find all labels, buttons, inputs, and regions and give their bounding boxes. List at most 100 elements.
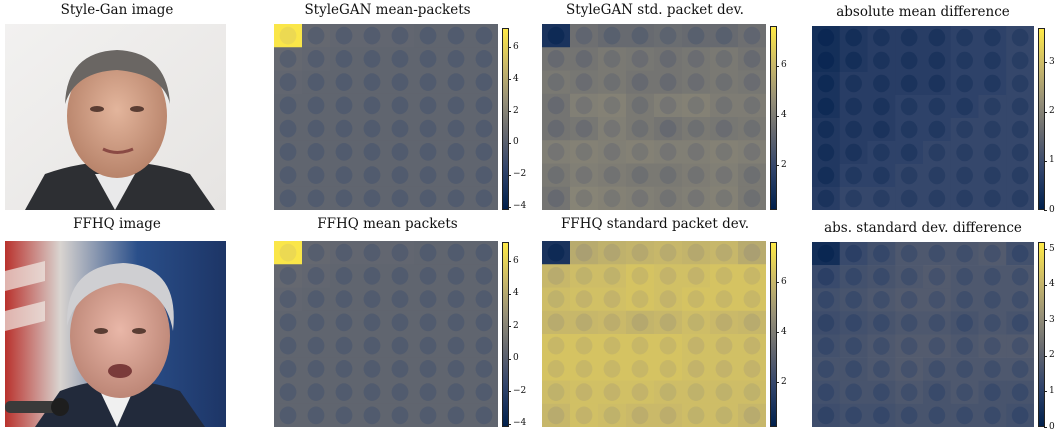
heatmap-tile bbox=[302, 357, 331, 381]
heatmap-tile bbox=[330, 334, 359, 358]
tile-face-shadow bbox=[363, 267, 381, 285]
heatmap-tile bbox=[867, 141, 896, 165]
tile-face-shadow bbox=[817, 383, 835, 402]
heatmap-tile bbox=[839, 95, 868, 119]
stylegan-mean-heatmap bbox=[274, 24, 498, 210]
colorbar-tick-mark bbox=[776, 165, 779, 167]
heatmap-tile bbox=[330, 117, 359, 141]
tile-face-shadow bbox=[715, 73, 733, 91]
heatmap-tile bbox=[570, 186, 599, 210]
heatmap-tile bbox=[598, 117, 627, 141]
colorbar-tick-mark bbox=[508, 358, 511, 360]
heatmap-tile bbox=[654, 241, 683, 265]
heatmap-tile bbox=[812, 403, 841, 427]
tile-face-shadow bbox=[845, 120, 862, 139]
tile-face-shadow bbox=[631, 166, 649, 184]
heatmap-tile bbox=[358, 403, 387, 427]
heatmap-tile bbox=[1006, 95, 1034, 119]
colorbar-tick-label: 3 bbox=[1049, 56, 1055, 67]
heatmap-tile bbox=[654, 117, 683, 141]
tile-face-shadow bbox=[659, 313, 677, 332]
heatmap-tile bbox=[682, 380, 711, 405]
tile-face-shadow bbox=[575, 26, 593, 45]
heatmap-tile bbox=[274, 241, 303, 265]
tile-face-shadow bbox=[391, 360, 409, 378]
heatmap-tile bbox=[470, 241, 498, 265]
heatmap-tile bbox=[1006, 265, 1034, 289]
heatmap-tile bbox=[470, 310, 498, 335]
tile-face-shadow bbox=[631, 383, 649, 401]
heatmap-tile bbox=[570, 117, 599, 141]
tile-face-shadow bbox=[900, 244, 918, 263]
heatmap-tile bbox=[710, 186, 739, 210]
tile-face-shadow bbox=[419, 267, 437, 285]
tile-face-shadow bbox=[575, 290, 593, 308]
heatmap-tile bbox=[950, 49, 979, 73]
tile-face-shadow bbox=[984, 360, 1001, 378]
tile-face-shadow bbox=[419, 96, 437, 115]
tile-face-shadow bbox=[817, 337, 835, 355]
heatmap-tile bbox=[950, 72, 979, 96]
heatmap-tile bbox=[358, 163, 387, 188]
colorbar-tick-label: 5 bbox=[1049, 243, 1055, 254]
heatmap-tile bbox=[839, 187, 868, 210]
tile-face-shadow bbox=[1011, 360, 1029, 378]
tile-face-shadow bbox=[363, 73, 381, 91]
tile-face-shadow bbox=[873, 120, 890, 139]
heatmap-tile bbox=[542, 403, 571, 427]
heatmap-tile bbox=[386, 403, 415, 427]
tile-face-shadow bbox=[363, 290, 381, 308]
tile-face-shadow bbox=[547, 406, 565, 425]
tile-face-shadow bbox=[419, 73, 437, 91]
heatmap-tile bbox=[414, 117, 443, 141]
heatmap-tile bbox=[1006, 403, 1034, 427]
tile-face-shadow bbox=[419, 50, 437, 68]
tile-face-shadow bbox=[928, 143, 946, 162]
tile-face-shadow bbox=[900, 406, 918, 425]
stylegan-face-photo bbox=[5, 24, 226, 210]
heatmap-tile bbox=[626, 163, 655, 188]
tile-face-shadow bbox=[817, 244, 835, 263]
heatmap-tile bbox=[414, 357, 443, 381]
heatmap-tile bbox=[598, 163, 627, 188]
colorbar-tick-mark bbox=[508, 142, 511, 144]
tile-face-shadow bbox=[307, 360, 325, 378]
tile-face-shadow bbox=[659, 383, 677, 401]
tile-face-shadow bbox=[475, 336, 493, 355]
heatmap-tile bbox=[867, 311, 896, 335]
heatmap-tile bbox=[867, 357, 896, 382]
heatmap-tile bbox=[330, 47, 359, 71]
heatmap-tile bbox=[442, 287, 471, 312]
heatmap-tile bbox=[358, 47, 387, 71]
tile-face-shadow bbox=[475, 267, 493, 285]
heatmap-tile bbox=[867, 95, 896, 119]
heatmap-tile bbox=[950, 403, 979, 427]
tile-face-shadow bbox=[928, 120, 946, 139]
tile-face-shadow bbox=[687, 189, 705, 208]
heatmap-tile bbox=[839, 380, 868, 405]
tile-face-shadow bbox=[475, 73, 493, 91]
tile-face-shadow bbox=[928, 267, 946, 286]
heatmap-tile bbox=[839, 242, 868, 266]
tile-face-shadow bbox=[447, 290, 465, 308]
tile-face-shadow bbox=[279, 73, 297, 91]
heatmap-tile bbox=[542, 117, 571, 141]
heatmap-tile bbox=[570, 380, 599, 405]
tile-face-shadow bbox=[279, 243, 297, 262]
tile-face-shadow bbox=[547, 267, 565, 285]
tile-face-shadow bbox=[900, 383, 918, 402]
heatmap-tile bbox=[895, 164, 924, 188]
heatmap-tile bbox=[978, 49, 1007, 73]
tile-face-shadow bbox=[419, 383, 437, 401]
heatmap-tile bbox=[839, 118, 868, 142]
tile-face-shadow bbox=[419, 406, 437, 425]
tile-face-shadow bbox=[817, 314, 835, 332]
heatmap-tile bbox=[895, 311, 924, 335]
heatmap-tile bbox=[839, 288, 868, 312]
colorbar-tick-label: 1 bbox=[1049, 155, 1055, 166]
tile-face-shadow bbox=[307, 73, 325, 91]
colorbar-tick-label: 0 bbox=[513, 353, 519, 364]
heatmap-tile bbox=[442, 140, 471, 164]
tile-face-shadow bbox=[603, 166, 621, 184]
heatmap-tile bbox=[950, 357, 979, 382]
